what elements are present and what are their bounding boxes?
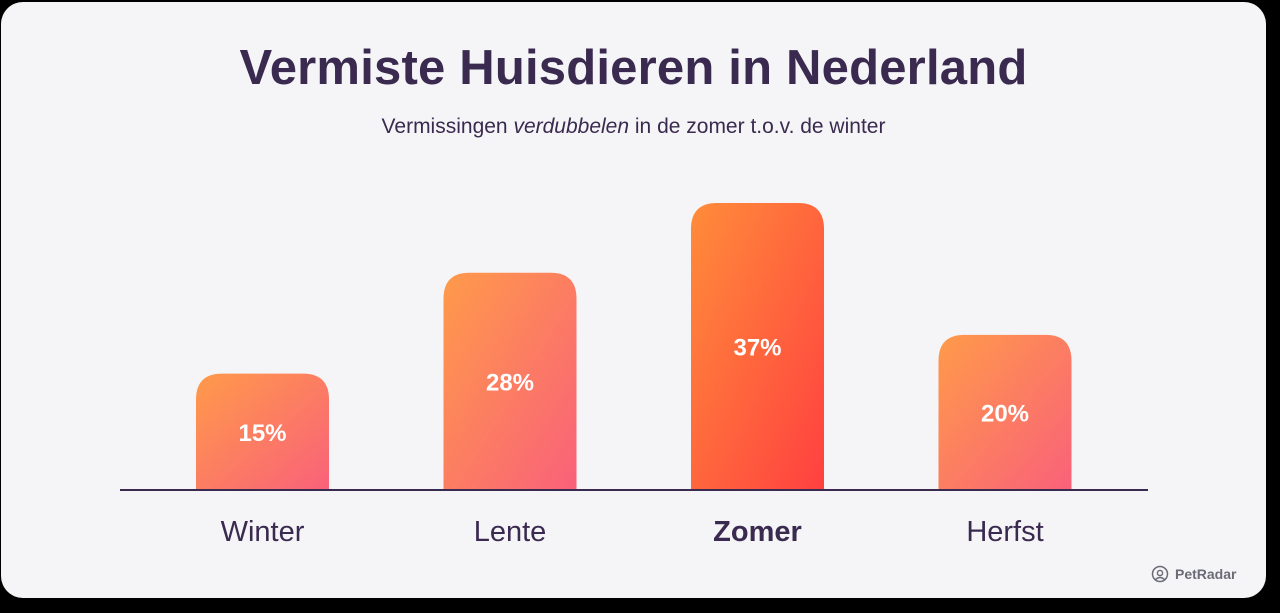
bars-group: 15% 28% 37% 20% [196,203,1072,490]
bar-herfst [938,334,1072,490]
bar-winter [196,373,329,490]
logo-text: PetRadar [1175,566,1237,582]
subtitle-after: in de zomer t.o.v. de winter [634,115,886,138]
chart-title: Vermiste Huisdieren in Nederland [239,41,1028,95]
category-label-lente: Lente [474,516,547,548]
pet-radar-icon [1151,565,1169,583]
subtitle-before: Vermissingen [381,115,508,138]
value-label-zomer: 37% [733,335,781,362]
value-label-winter: 15% [238,420,286,447]
subtitle-emphasis: verdubbelen [513,115,630,138]
category-labels: Winter Lente Zomer Herfst [221,516,1044,548]
category-label-winter: Winter [221,516,305,548]
bar-zomer [691,203,824,490]
value-label-herfst: 20% [981,400,1029,427]
category-label-herfst: Herfst [966,516,1043,548]
chart-card: Vermiste Huisdieren in Nederland Vermiss… [1,2,1266,598]
bar-lente [443,272,577,490]
category-label-zomer: Zomer [713,516,802,548]
chart-subtitle: Vermissingen verdubbelen in de zomer t.o… [1,115,1266,139]
petradar-logo: PetRadar [1151,564,1236,584]
bar-chart: 15% 28% 37% 20% Winter Lente Zomer Herfst [120,203,1148,548]
value-label-lente: 28% [486,369,534,396]
